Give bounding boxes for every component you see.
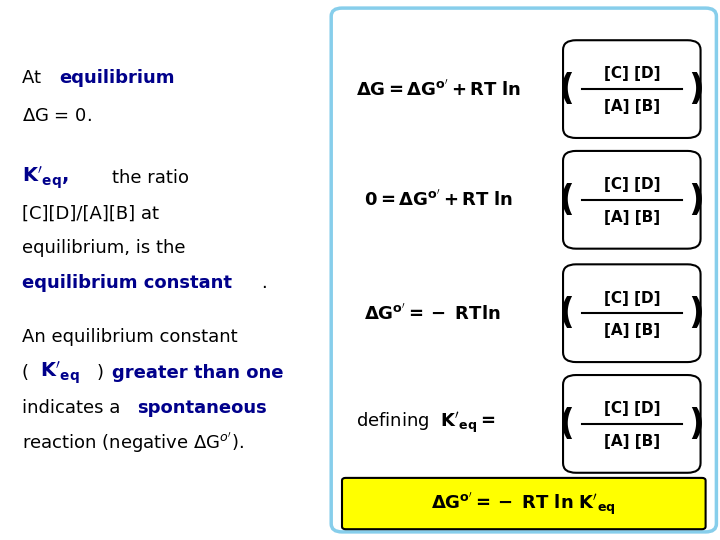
Text: [A] [B]: [A] [B] bbox=[604, 434, 660, 449]
Text: (: ( bbox=[559, 407, 575, 441]
Text: [C] [D]: [C] [D] bbox=[603, 177, 660, 192]
Text: $\mathbf{K'_{eq}}$: $\mathbf{K'_{eq}}$ bbox=[40, 359, 79, 386]
Text: spontaneous: spontaneous bbox=[137, 399, 266, 417]
FancyBboxPatch shape bbox=[331, 8, 716, 532]
Text: the ratio: the ratio bbox=[112, 169, 189, 187]
Text: ): ) bbox=[688, 72, 704, 106]
FancyBboxPatch shape bbox=[563, 375, 701, 473]
Text: ): ) bbox=[688, 183, 704, 217]
FancyBboxPatch shape bbox=[563, 265, 701, 362]
Text: equilibrium constant: equilibrium constant bbox=[22, 274, 232, 293]
FancyBboxPatch shape bbox=[563, 151, 701, 248]
Text: $\mathbf{K'_{eq}}$,: $\mathbf{K'_{eq}}$, bbox=[22, 165, 68, 192]
Text: [C] [D]: [C] [D] bbox=[603, 401, 660, 416]
Text: equilibrium: equilibrium bbox=[59, 69, 174, 87]
Text: [A] [B]: [A] [B] bbox=[604, 323, 660, 338]
Text: (: ( bbox=[559, 72, 575, 106]
Text: greater than one: greater than one bbox=[112, 363, 283, 382]
Text: ): ) bbox=[688, 407, 704, 441]
Text: An equilibrium constant: An equilibrium constant bbox=[22, 328, 237, 347]
Text: ): ) bbox=[688, 296, 704, 330]
Text: At: At bbox=[22, 69, 46, 87]
Text: [A] [B]: [A] [B] bbox=[604, 210, 660, 225]
Text: $\mathbf{\Delta G^{o'} = -\ RTln}$: $\mathbf{\Delta G^{o'} = -\ RTln}$ bbox=[364, 303, 500, 323]
Text: (: ( bbox=[22, 363, 29, 382]
Text: $\mathbf{\Delta G = \Delta G^{o'} + RT\ ln}$: $\mathbf{\Delta G = \Delta G^{o'} + RT\ … bbox=[356, 79, 522, 99]
Text: reaction (negative $\Delta$G$^{o'}$).: reaction (negative $\Delta$G$^{o'}$). bbox=[22, 430, 243, 455]
Text: [C] [D]: [C] [D] bbox=[603, 66, 660, 82]
Text: $\mathbf{0 = \Delta G^{o'} + RT\ ln}$: $\mathbf{0 = \Delta G^{o'} + RT\ ln}$ bbox=[364, 190, 513, 210]
Text: defining  $\mathbf{K'_{eq} =}$: defining $\mathbf{K'_{eq} =}$ bbox=[356, 411, 496, 436]
Text: indicates a: indicates a bbox=[22, 399, 126, 417]
Text: ): ) bbox=[97, 363, 110, 382]
Text: .: . bbox=[261, 274, 266, 293]
Text: (: ( bbox=[559, 183, 575, 217]
FancyBboxPatch shape bbox=[342, 478, 706, 529]
Text: $\mathbf{\Delta G^{o'} = -\ RT\ ln\ K'_{eq}}$: $\mathbf{\Delta G^{o'} = -\ RT\ ln\ K'_{… bbox=[431, 491, 616, 518]
Text: [C][D]/[A][B] at: [C][D]/[A][B] at bbox=[22, 204, 158, 222]
Text: [C] [D]: [C] [D] bbox=[603, 291, 660, 306]
Text: (: ( bbox=[559, 296, 575, 330]
FancyBboxPatch shape bbox=[563, 40, 701, 138]
Text: $\Delta$G = 0.: $\Delta$G = 0. bbox=[22, 107, 91, 125]
Text: equilibrium, is the: equilibrium, is the bbox=[22, 239, 185, 258]
Text: [A] [B]: [A] [B] bbox=[604, 99, 660, 114]
